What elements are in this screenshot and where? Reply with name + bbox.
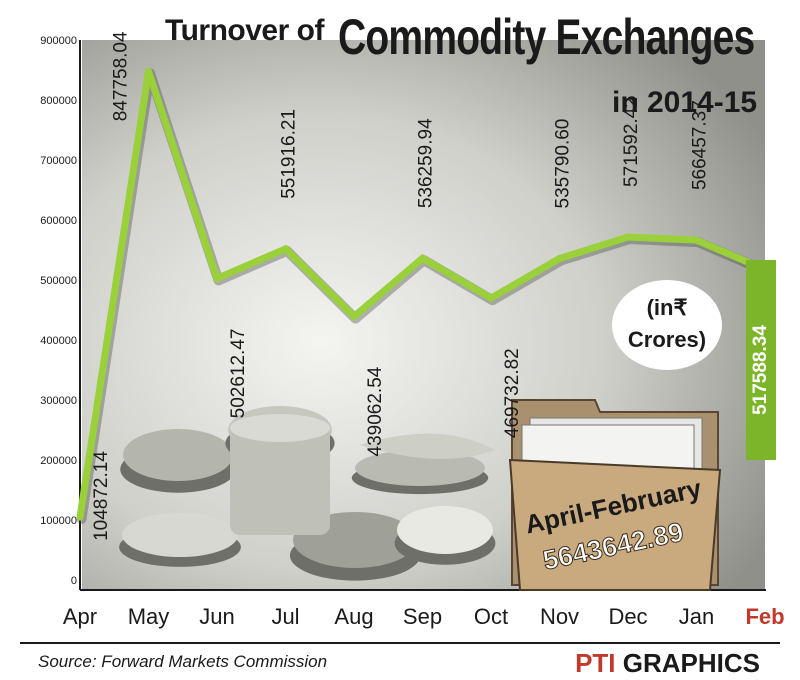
x-tick-label: Jun [199, 604, 234, 629]
data-point [350, 313, 358, 321]
x-tick-label: Feb [745, 604, 784, 629]
data-label: 517588.34 [750, 325, 771, 415]
data-label: 536259.94 [416, 118, 437, 208]
data-label: 551916.21 [279, 109, 300, 199]
x-tick-label: Apr [63, 604, 97, 629]
data-point [145, 67, 152, 75]
chart-subtitle: in 2014-15 [612, 86, 758, 119]
chart-title: Commodity Exchanges [338, 9, 755, 65]
highlight-label-box [746, 260, 776, 460]
data-label: 847758.04 [111, 31, 132, 121]
y-tick-label: 200000 [40, 455, 77, 467]
y-tick-label: 500000 [40, 275, 77, 287]
rice-bowl-icon [122, 513, 238, 557]
sack-top [230, 414, 330, 442]
data-point [556, 255, 563, 263]
x-tick-label: Nov [540, 604, 579, 629]
data-label: 469732.82 [502, 348, 523, 438]
units-line-1: (in₹ [646, 295, 688, 320]
y-tick-label: 900000 [40, 35, 77, 47]
data-point [76, 513, 84, 521]
grain-pile-icon [123, 429, 233, 481]
x-tick-label: Jul [271, 604, 299, 629]
source-note: Source: Forward Markets Commission [38, 652, 328, 671]
data-point [213, 274, 221, 282]
footer: Source: Forward Markets Commission PTI G… [20, 642, 780, 678]
data-point [282, 245, 289, 253]
corn-cob-icon [360, 433, 495, 459]
data-point [487, 294, 495, 302]
sack-icon [230, 425, 330, 535]
y-tick-label: 700000 [40, 155, 77, 167]
data-label: 566457.37 [690, 100, 711, 190]
data-label: 502612.47 [228, 329, 249, 419]
units-line-2: Crores) [627, 327, 707, 352]
data-label: 571592.42 [621, 97, 642, 187]
x-tick-label: Oct [474, 604, 508, 629]
data-point [419, 254, 426, 262]
folder-front [508, 458, 722, 591]
y-tick-label: 800000 [40, 95, 77, 107]
seed-pile-icon [355, 450, 485, 486]
highlight-label-pointer [754, 260, 768, 276]
units-note: (in₹ Crores) [612, 280, 722, 370]
pti-graphics-logo: PTI GRAPHICS [575, 648, 760, 679]
x-tick-label: Dec [608, 604, 647, 629]
white-grain-bowl-icon [397, 506, 493, 554]
data-point [624, 233, 632, 241]
y-tick-label: 600000 [40, 215, 77, 227]
data-point [693, 236, 700, 244]
x-tick-label: Sep [403, 604, 442, 629]
x-tick-label: May [128, 604, 170, 629]
logo-mark: PTI [575, 648, 616, 678]
y-tick-label: 400000 [40, 335, 77, 347]
x-tick-label: Aug [334, 604, 373, 629]
y-tick-label: 0 [71, 575, 77, 587]
chart-title-prefix: Turnover of [165, 14, 324, 47]
logo-text: GRAPHICS [622, 648, 760, 678]
y-tick-label: 300000 [40, 395, 77, 407]
data-label: 535790.60 [553, 119, 574, 209]
data-label: 439062.54 [365, 366, 386, 456]
x-tick-label: Jan [679, 604, 714, 629]
y-tick-label: 100000 [40, 515, 77, 527]
data-label: 104872.14 [91, 451, 112, 541]
